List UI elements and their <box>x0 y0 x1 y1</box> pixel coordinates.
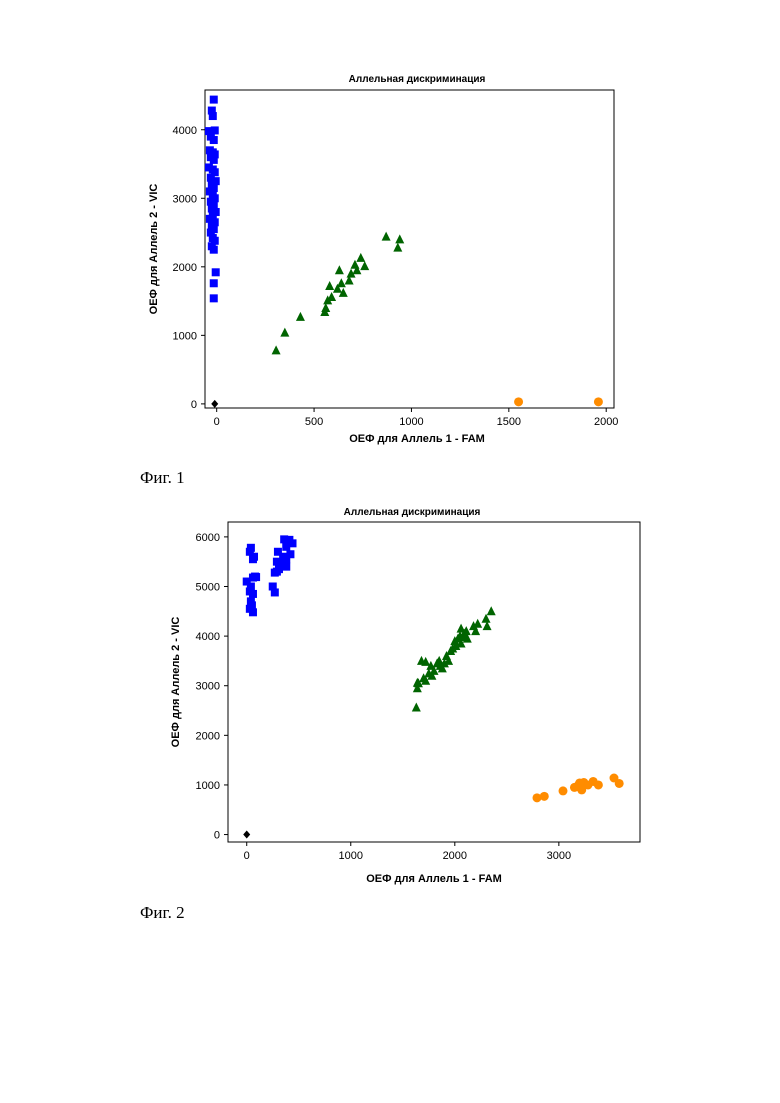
data-point-square <box>282 563 290 571</box>
y-tick-label: 1000 <box>196 780 220 792</box>
chart-2-x-ticks: 0 1000 2000 3000 <box>244 842 571 862</box>
data-point-square <box>271 569 279 577</box>
chart-1-title: Аллельная дискриминация <box>349 74 486 85</box>
chart-2-x-axis-label: ОЕФ для Аллель 1 - FAM <box>366 873 502 885</box>
data-point-circle <box>540 792 549 801</box>
y-tick-label: 3000 <box>173 193 197 205</box>
chart-1-y-ticks: 0 1000 2000 3000 4000 <box>173 125 205 411</box>
y-tick-label: 6000 <box>196 532 220 544</box>
data-point-square <box>210 246 218 254</box>
chart-2-y-ticks: 0 1000 2000 3000 4000 5000 6000 <box>196 532 228 842</box>
x-tick-label: 2000 <box>594 416 618 428</box>
data-point-square <box>210 156 218 164</box>
x-tick-label: 3000 <box>547 850 571 862</box>
data-point-circle <box>577 785 586 794</box>
x-tick-label: 500 <box>305 416 323 428</box>
data-point-circle <box>514 397 523 406</box>
chart-1-y-axis-label: ОЕФ для Аллель 2 - VIC <box>148 184 160 315</box>
x-tick-label: 1000 <box>339 850 363 862</box>
figure-2-caption: Фиг. 2 <box>140 903 185 922</box>
x-tick-label: 2000 <box>443 850 467 862</box>
data-point-square <box>271 588 279 596</box>
figure-1: Аллельная дискриминация 0 1000 2000 3000 400… <box>140 74 618 487</box>
y-tick-label: 0 <box>214 830 220 842</box>
data-point-square <box>212 268 220 276</box>
y-tick-label: 2000 <box>196 730 220 742</box>
data-point-square <box>210 294 218 302</box>
data-point-square <box>282 543 290 551</box>
y-tick-label: 1000 <box>173 330 197 342</box>
x-tick-label: 1500 <box>497 416 521 428</box>
y-tick-label: 4000 <box>196 631 220 643</box>
y-tick-label: 5000 <box>196 581 220 593</box>
chart-2-y-axis-label: ОЕФ для Аллель 2 - VIC <box>170 617 182 748</box>
x-tick-label: 0 <box>244 850 250 862</box>
chart-1-x-axis-label: ОЕФ для Аллель 1 - FAM <box>349 433 485 445</box>
data-point-circle <box>615 779 624 788</box>
data-point-circle <box>559 786 568 795</box>
data-point-square <box>210 279 218 287</box>
data-point-square <box>210 96 218 104</box>
page-canvas: Аллельная дискриминация 0 1000 2000 3000 400… <box>0 0 780 1103</box>
data-point-square <box>209 112 217 120</box>
y-tick-label: 2000 <box>173 262 197 274</box>
x-tick-label: 0 <box>214 416 220 428</box>
data-point-square <box>249 608 257 616</box>
y-tick-label: 3000 <box>196 681 220 693</box>
chart-1-plot-area <box>205 90 614 408</box>
y-tick-label: 4000 <box>173 125 197 137</box>
chart-1-x-ticks: 0 500 1000 1500 2000 <box>214 408 619 428</box>
data-point-circle <box>594 780 603 789</box>
chart-2-title: Аллельная дискриминация <box>344 507 481 518</box>
figure-1-caption: Фиг. 1 <box>140 468 185 487</box>
data-point-circle <box>594 397 603 406</box>
x-tick-label: 1000 <box>399 416 423 428</box>
data-point-square <box>249 555 257 563</box>
data-point-square <box>210 136 218 144</box>
y-tick-label: 0 <box>191 399 197 411</box>
data-point-square <box>252 573 260 581</box>
figure-2: Аллельная дискриминация 0 1000 2000 3000 400… <box>140 507 640 922</box>
data-point-square <box>249 590 257 598</box>
